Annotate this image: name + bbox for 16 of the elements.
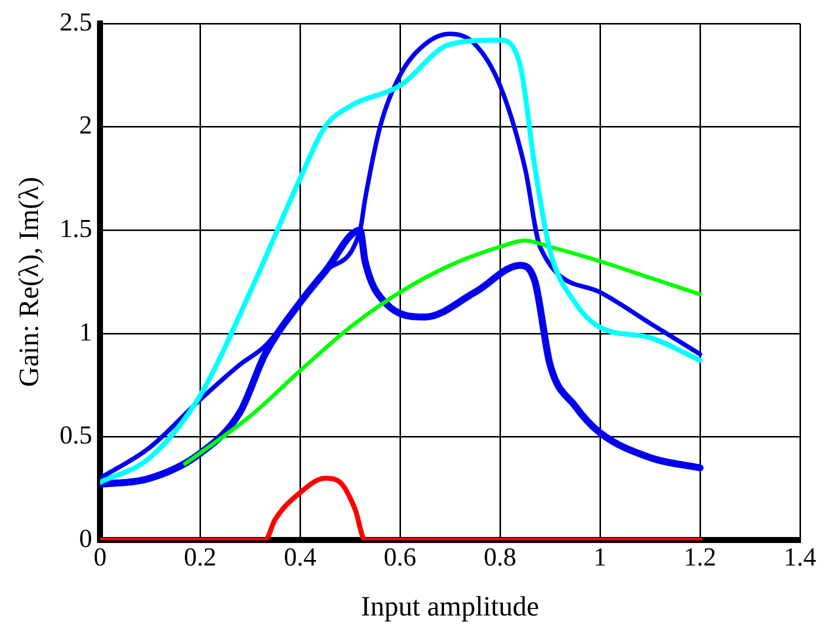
y-axis-title: Gain: Re(λ), Im(λ)	[14, 176, 46, 387]
x-tick-label: 0.8	[484, 542, 516, 572]
line-series	[183, 238, 702, 466]
x-tick-label: 0.4	[284, 542, 316, 572]
x-axis-title: Input amplitude	[361, 592, 540, 623]
x-tick-label: 1	[594, 542, 607, 572]
y-tick-label: 0	[79, 524, 92, 554]
y-tick-label: 1	[79, 317, 92, 346]
y-tick-label: 0.5	[60, 420, 92, 450]
y-tick-label: 2.5	[60, 7, 92, 36]
y-tick-label: 2	[79, 110, 92, 140]
y-tick-label: 1.5	[60, 214, 92, 244]
x-tick-label: 0.6	[384, 542, 416, 572]
x-tick-label: 1.4	[784, 542, 816, 572]
x-tick-label: 1.2	[684, 542, 716, 572]
x-tick-label: 0.2	[184, 542, 216, 572]
